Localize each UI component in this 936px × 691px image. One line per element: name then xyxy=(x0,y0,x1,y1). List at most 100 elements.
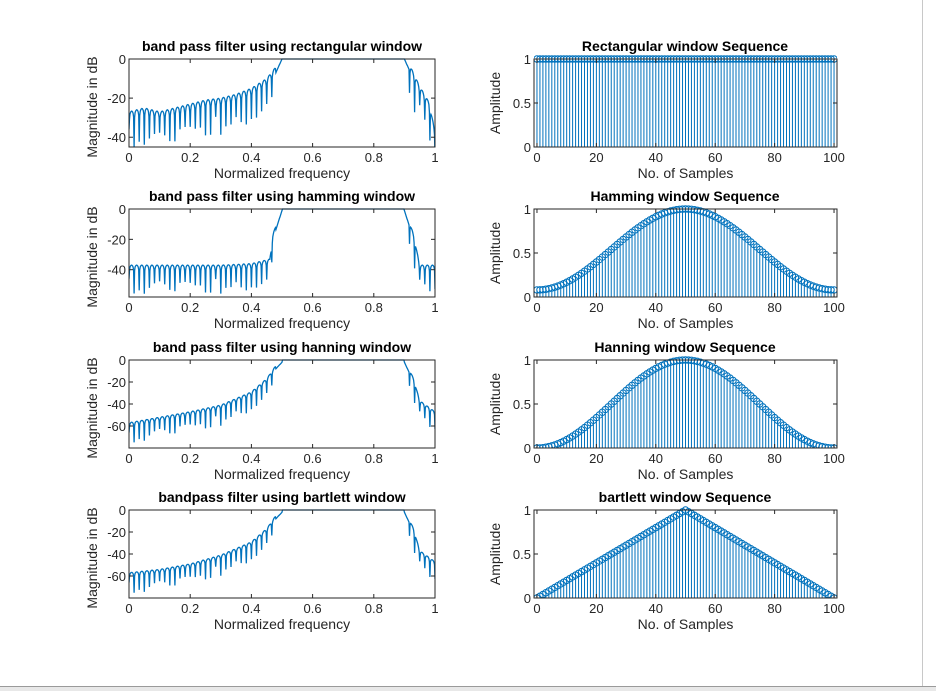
x-axis-label: No. of Samples xyxy=(638,616,734,632)
x-tick-label: 0 xyxy=(125,150,132,165)
window-edge-bottom xyxy=(0,686,936,691)
x-tick-label: 0.2 xyxy=(181,601,199,616)
y-tick-label: 1 xyxy=(524,202,531,217)
subplot-1: 0 0.2 0.4 0.6 0.8 1 0 -20 -40 band pass filter us… xyxy=(84,38,439,181)
x-tick-label: 0 xyxy=(125,451,132,466)
y-tick-label: -20 xyxy=(107,375,126,390)
x-tick-label: 20 xyxy=(589,150,603,165)
x-tick-label: 100 xyxy=(823,300,845,315)
x-tick-label: 0.8 xyxy=(365,601,383,616)
y-tick-label: 1 xyxy=(524,353,531,368)
axes-box xyxy=(128,58,436,148)
y-tick-label: 1 xyxy=(524,503,531,518)
window-edge-right xyxy=(922,0,923,686)
x-tick-label: 0 xyxy=(533,601,540,616)
x-tick-label: 0.4 xyxy=(242,300,260,315)
x-axis-label: No. of Samples xyxy=(638,466,734,482)
subplot-4: 0 20 40 60 80 100 0 0.5 1 Hamming window Sequence… xyxy=(487,188,845,331)
x-tick-label: 0 xyxy=(125,300,132,315)
axes-box xyxy=(128,359,436,449)
x-tick-label: 40 xyxy=(649,451,663,466)
y-tick-label: -40 xyxy=(107,130,126,145)
x-tick-label: 1 xyxy=(431,451,438,466)
x-tick-label: 0.2 xyxy=(181,300,199,315)
plot-data xyxy=(129,509,435,593)
y-tick-label: 0.5 xyxy=(513,96,531,111)
magnitude-response-line xyxy=(129,208,435,294)
y-tick-label: 0.5 xyxy=(513,547,531,562)
subplot-8: 0 20 40 60 80 100 0 0.5 1 bartlett window Sequenc… xyxy=(487,489,845,632)
y-tick-label: -60 xyxy=(107,569,126,584)
axes-box xyxy=(128,208,436,298)
x-tick-label: 0.6 xyxy=(304,451,322,466)
y-tick-label: 0.5 xyxy=(513,246,531,261)
y-tick-label: -40 xyxy=(107,547,126,562)
magnitude-response-line xyxy=(129,359,435,443)
y-tick-label: -40 xyxy=(107,397,126,412)
y-tick-label: 0 xyxy=(119,52,126,67)
y-axis-label: Magnitude in dB xyxy=(84,507,100,608)
x-tick-label: 80 xyxy=(767,150,781,165)
y-axis-label: Amplitude xyxy=(487,523,503,585)
x-tick-label: 40 xyxy=(649,150,663,165)
x-tick-label: 60 xyxy=(708,451,722,466)
x-tick-label: 40 xyxy=(649,300,663,315)
x-tick-label: 0.2 xyxy=(181,451,199,466)
subplot-6: 0 20 40 60 80 100 0 0.5 1 Hanning window Sequence… xyxy=(487,339,845,482)
x-tick-label: 0 xyxy=(533,451,540,466)
x-axis-label: Normalized frequency xyxy=(214,616,350,632)
x-tick-label: 0.8 xyxy=(365,300,383,315)
x-tick-label: 0 xyxy=(533,300,540,315)
y-tick-label: 0 xyxy=(119,503,126,518)
y-tick-label: 0 xyxy=(524,441,531,456)
plot-data xyxy=(534,55,837,147)
plot-data xyxy=(129,359,435,443)
x-tick-label: 60 xyxy=(708,150,722,165)
x-tick-label: 0.6 xyxy=(304,300,322,315)
subplot-title: bandpass filter using bartlett window xyxy=(158,489,405,505)
y-tick-label: 0 xyxy=(524,140,531,155)
y-tick-label: -20 xyxy=(107,91,126,106)
x-tick-label: 1 xyxy=(431,150,438,165)
subplot-title: band pass filter using hanning window xyxy=(153,339,411,355)
x-tick-label: 0.2 xyxy=(181,150,199,165)
subplot-title: Hanning window Sequence xyxy=(594,339,775,355)
x-tick-label: 0.6 xyxy=(304,150,322,165)
magnitude-response-line xyxy=(129,58,435,147)
x-tick-label: 0.8 xyxy=(365,451,383,466)
y-axis-label: Magnitude in dB xyxy=(84,357,100,458)
y-tick-label: 0.5 xyxy=(513,397,531,412)
x-tick-label: 100 xyxy=(823,451,845,466)
y-tick-label: 0 xyxy=(119,202,126,217)
x-axis-label: No. of Samples xyxy=(638,315,734,331)
y-axis-label: Magnitude in dB xyxy=(84,206,100,307)
x-axis-label: Normalized frequency xyxy=(214,466,350,482)
plot-data xyxy=(534,205,837,297)
x-axis-label: Normalized frequency xyxy=(214,165,350,181)
x-tick-label: 0.8 xyxy=(365,150,383,165)
x-tick-label: 100 xyxy=(823,601,845,616)
x-tick-label: 20 xyxy=(589,601,603,616)
subplot-title: Rectangular window Sequence xyxy=(582,38,788,54)
subplot-title: Hamming window Sequence xyxy=(590,188,779,204)
plot-data xyxy=(129,208,435,294)
y-tick-label: -20 xyxy=(107,525,126,540)
x-axis-label: Normalized frequency xyxy=(214,315,350,331)
subplot-2: 0 20 40 60 80 100 0 0.5 1 Rectangular window Sequ… xyxy=(487,38,845,181)
x-tick-label: 60 xyxy=(708,300,722,315)
x-tick-label: 20 xyxy=(589,451,603,466)
x-tick-label: 80 xyxy=(767,601,781,616)
x-tick-label: 1 xyxy=(431,601,438,616)
x-tick-label: 0 xyxy=(533,150,540,165)
figure: 0 0.2 0.4 0.6 0.8 1 0 -20 -40 band pass filter us… xyxy=(84,38,845,632)
y-axis-label: Amplitude xyxy=(487,222,503,284)
x-tick-label: 0 xyxy=(125,601,132,616)
y-axis-label: Amplitude xyxy=(487,373,503,435)
subplot-title: band pass filter using rectangular windo… xyxy=(142,38,422,54)
subplot-title: bartlett window Sequence xyxy=(599,489,772,505)
x-axis-label: No. of Samples xyxy=(638,165,734,181)
y-tick-label: 0 xyxy=(524,290,531,305)
plot-data xyxy=(534,356,837,448)
y-tick-label: 0 xyxy=(119,353,126,368)
x-tick-label: 1 xyxy=(431,300,438,315)
